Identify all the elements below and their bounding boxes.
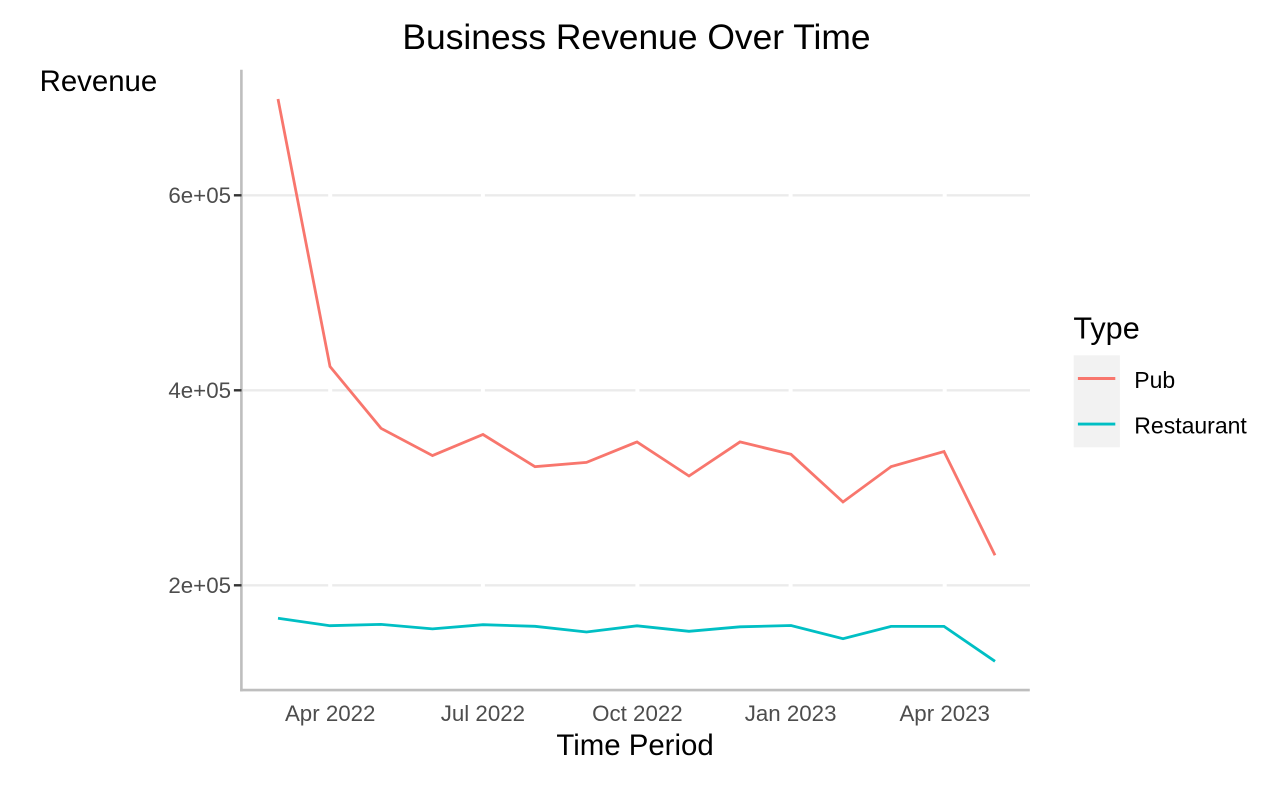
svg-text:2e+05: 2e+05 [168,573,231,598]
svg-text:Apr 2022: Apr 2022 [285,701,376,726]
svg-text:4e+05: 4e+05 [168,378,231,403]
svg-text:Business Revenue Over Time: Business Revenue Over Time [402,17,870,57]
svg-text:Revenue: Revenue [40,65,158,98]
svg-text:Jul 2022: Jul 2022 [441,701,525,726]
svg-text:Time Period: Time Period [556,729,713,762]
svg-text:Pub: Pub [1134,367,1175,393]
svg-text:6e+05: 6e+05 [168,183,231,208]
svg-text:Apr 2023: Apr 2023 [899,701,990,726]
svg-text:Oct 2022: Oct 2022 [592,701,682,726]
svg-text:Jan 2023: Jan 2023 [745,701,837,726]
svg-text:Type: Type [1073,312,1139,346]
svg-text:Restaurant: Restaurant [1134,412,1247,438]
